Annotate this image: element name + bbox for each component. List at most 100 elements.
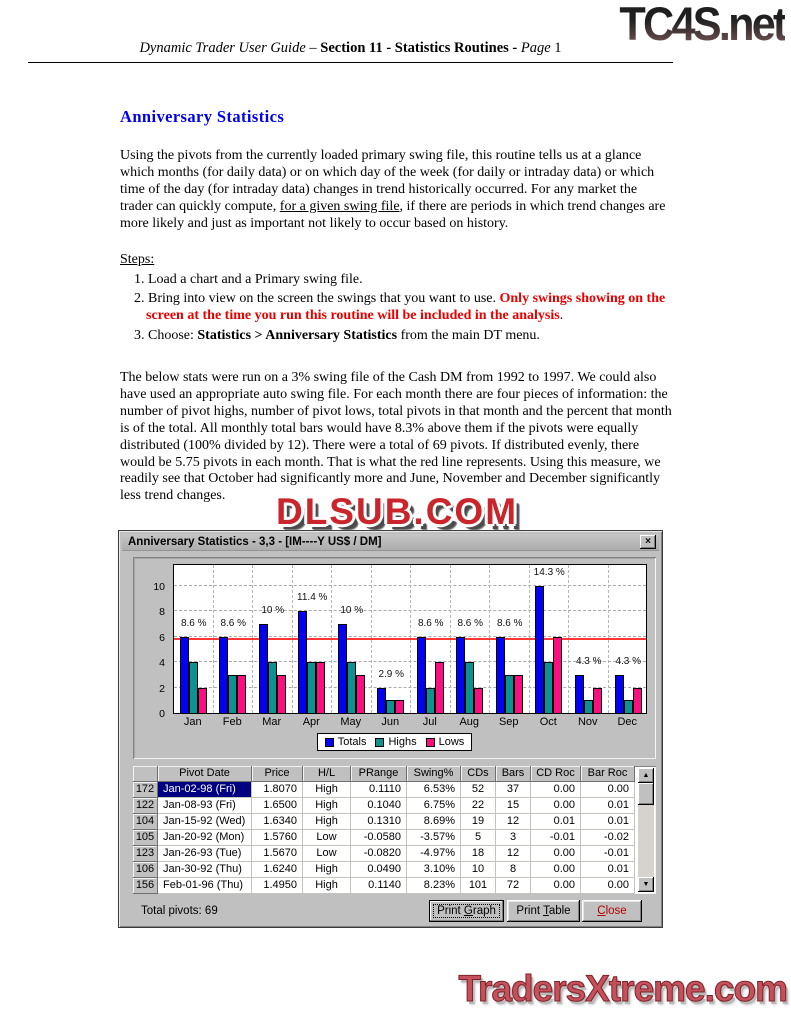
column-header: Bar Roc — [581, 766, 635, 782]
table-cell[interactable]: 101 — [461, 878, 496, 894]
table-cell[interactable]: 1.6240 — [252, 862, 303, 878]
step-3-text: Choose: — [144, 327, 198, 343]
table-cell[interactable]: 0.00 — [531, 798, 581, 814]
table-cell[interactable]: Feb-01-96 (Thu) — [158, 878, 252, 894]
table-cell[interactable]: 0.00 — [531, 782, 581, 798]
table-cell[interactable]: 10 — [461, 862, 496, 878]
table-cell[interactable]: Low — [303, 830, 351, 846]
table-cell[interactable]: Jan-20-92 (Mon) — [158, 830, 252, 846]
table-scrollbar[interactable]: ▲ ▼ — [638, 768, 654, 892]
table-cell[interactable]: 12 — [496, 846, 531, 862]
row-number[interactable]: 156 — [133, 878, 158, 894]
print-table-button[interactable]: Print Table — [507, 900, 580, 922]
selected-cell[interactable]: Jan-02-98 (Fri) — [158, 782, 252, 798]
table-cell[interactable]: 0.00 — [581, 878, 635, 894]
table-cell[interactable]: -0.01 — [531, 830, 581, 846]
table-cell[interactable]: Jan-08-93 (Fri) — [158, 798, 252, 814]
table-cell[interactable]: Jan-30-92 (Thu) — [158, 862, 252, 878]
bar-cluster — [253, 624, 292, 713]
table-cell[interactable]: 6.75% — [407, 798, 461, 814]
chart-x-axis-labels: Jan Feb Mar Apr May Jun Jul Aug Sep Oct Nov Dec — [173, 716, 647, 731]
scroll-up-icon[interactable]: ▲ — [638, 768, 654, 783]
table-cell[interactable]: 52 — [461, 782, 496, 798]
table-cell[interactable]: 0.1110 — [351, 782, 407, 798]
table-cell[interactable]: 0.00 — [531, 878, 581, 894]
scrollbar-thumb[interactable] — [638, 783, 654, 805]
month-label: Jan — [183, 716, 202, 728]
table-cell[interactable]: Jan-15-92 (Wed) — [158, 814, 252, 830]
table-cell[interactable]: 0.0490 — [351, 862, 407, 878]
table-cell[interactable]: 1.6500 — [252, 798, 303, 814]
bar-highs-apr — [307, 662, 317, 713]
table-cell[interactable]: 18 — [461, 846, 496, 862]
table-cell[interactable]: 1.8070 — [252, 782, 303, 798]
bar-totals-jun — [377, 688, 387, 713]
row-number[interactable]: 123 — [133, 846, 158, 862]
table-cell[interactable]: 0.01 — [581, 814, 635, 830]
bar-lows-oct — [553, 637, 563, 713]
table-cell[interactable]: 12 — [496, 814, 531, 830]
table-cell[interactable]: High — [303, 814, 351, 830]
print-graph-button[interactable]: Print Graph — [429, 900, 504, 922]
table-cell[interactable]: 3 — [496, 830, 531, 846]
table-cell[interactable]: Low — [303, 846, 351, 862]
table-cell[interactable]: 0.1310 — [351, 814, 407, 830]
table-cell[interactable]: 0.01 — [531, 814, 581, 830]
highs-swatch-icon — [375, 737, 385, 747]
focus-rect — [433, 904, 500, 918]
table-cell[interactable]: 72 — [496, 878, 531, 894]
intro-text-end: , if there are periods in which trend ch… — [120, 199, 666, 231]
table-cell[interactable]: 1.5670 — [252, 846, 303, 862]
bar-highs-mar — [267, 662, 277, 713]
table-cell[interactable]: 1.6340 — [252, 814, 303, 830]
bar-highs-feb — [228, 675, 238, 713]
table-cell[interactable]: 37 — [496, 782, 531, 798]
table-cell[interactable]: 8.69% — [407, 814, 461, 830]
scroll-down-icon[interactable]: ▼ — [638, 877, 654, 892]
close-button[interactable]: Close — [582, 900, 642, 922]
table-cell[interactable]: 0.01 — [581, 862, 635, 878]
table-row: 122 Jan-08-93 (Fri) 1.6500 High 0.1040 6.75% 2… — [133, 798, 656, 814]
table-row: 105 Jan-20-92 (Mon) 1.5760 Low -0.0580 -3.57%… — [133, 830, 656, 846]
table-row: 172 Jan-02-98 (Fri) 1.8070 High 0.1110 6.53% 5… — [133, 782, 656, 798]
close-icon[interactable]: × — [640, 535, 656, 549]
row-number[interactable]: 122 — [133, 798, 158, 814]
table-cell[interactable]: -0.0820 — [351, 846, 407, 862]
table-cell[interactable]: 22 — [461, 798, 496, 814]
table-cell[interactable]: 0.1040 — [351, 798, 407, 814]
table-cell[interactable]: -4.97% — [407, 846, 461, 862]
table-cell[interactable]: 0.1140 — [351, 878, 407, 894]
table-cell[interactable]: High — [303, 798, 351, 814]
table-cell[interactable]: -0.0580 — [351, 830, 407, 846]
table-cell[interactable]: 0.00 — [531, 862, 581, 878]
row-number[interactable]: 172 — [133, 782, 158, 798]
row-number[interactable]: 104 — [133, 814, 158, 830]
bar-cluster — [530, 586, 569, 713]
table-cell[interactable]: -3.57% — [407, 830, 461, 846]
month-column — [214, 565, 253, 713]
table-cell[interactable]: 5 — [461, 830, 496, 846]
table-cell[interactable]: Jan-26-93 (Tue) — [158, 846, 252, 862]
bar-totals-may — [337, 624, 347, 713]
dialog-titlebar[interactable]: Anniversary Statistics - 3,3 - [IM----Y … — [122, 534, 659, 551]
row-number[interactable]: 106 — [133, 862, 158, 878]
table-cell[interactable]: 3.10% — [407, 862, 461, 878]
table-cell[interactable]: High — [303, 878, 351, 894]
table-cell[interactable]: 15 — [496, 798, 531, 814]
table-cell[interactable]: 8 — [496, 862, 531, 878]
bar-highs-oct — [544, 662, 554, 713]
table-cell[interactable]: 0.00 — [531, 846, 581, 862]
table-cell[interactable]: 8.23% — [407, 878, 461, 894]
table-cell[interactable]: -0.02 — [581, 830, 635, 846]
row-number[interactable]: 105 — [133, 830, 158, 846]
table-cell[interactable]: -0.01 — [581, 846, 635, 862]
table-cell[interactable]: 1.4950 — [252, 878, 303, 894]
table-cell[interactable]: 0.01 — [581, 798, 635, 814]
table-cell[interactable]: 6.53% — [407, 782, 461, 798]
table-cell[interactable]: 0.00 — [581, 782, 635, 798]
table-cell[interactable]: 19 — [461, 814, 496, 830]
table-cell[interactable]: 1.5760 — [252, 830, 303, 846]
document-header: Dynamic Trader User Guide – Section 11 -… — [28, 40, 673, 57]
table-cell[interactable]: High — [303, 862, 351, 878]
table-cell[interactable]: High — [303, 782, 351, 798]
